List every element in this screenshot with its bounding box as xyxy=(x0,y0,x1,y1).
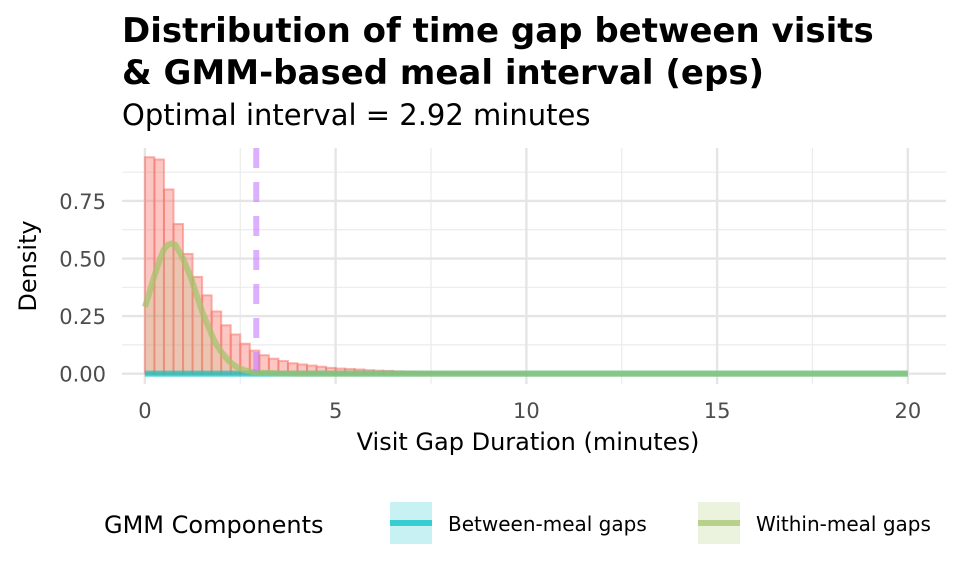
legend: GMM Components Between-meal gaps Within-me… xyxy=(104,502,931,544)
y-tick-label: 0.75 xyxy=(59,190,106,214)
x-tick-label: 5 xyxy=(329,399,342,423)
y-axis-title: Density xyxy=(14,220,42,311)
x-tick-label: 20 xyxy=(894,399,921,423)
x-axis-title: Visit Gap Duration (minutes) xyxy=(357,428,700,456)
legend-title: GMM Components xyxy=(104,511,323,539)
gmm-curves xyxy=(142,240,908,377)
y-tick-label: 0.50 xyxy=(59,248,106,272)
y-tick-label: 0.25 xyxy=(59,305,106,329)
tick-labels: 0 5 10 15 20 0.00 0.25 0.50 0.75 xyxy=(59,190,921,423)
x-tick-label: 10 xyxy=(513,399,540,423)
x-tick-label: 15 xyxy=(704,399,731,423)
legend-label: Within-meal gaps xyxy=(756,512,931,536)
series-line xyxy=(142,240,908,377)
y-tick-label: 0.00 xyxy=(59,363,106,387)
series-area xyxy=(144,243,908,374)
x-tick-label: 0 xyxy=(138,399,151,423)
legend-label: Between-meal gaps xyxy=(448,512,647,536)
chart-title: Distribution of time gap between visits … xyxy=(122,11,874,93)
chart-subtitle: Optimal interval = 2.92 minutes xyxy=(122,98,591,132)
